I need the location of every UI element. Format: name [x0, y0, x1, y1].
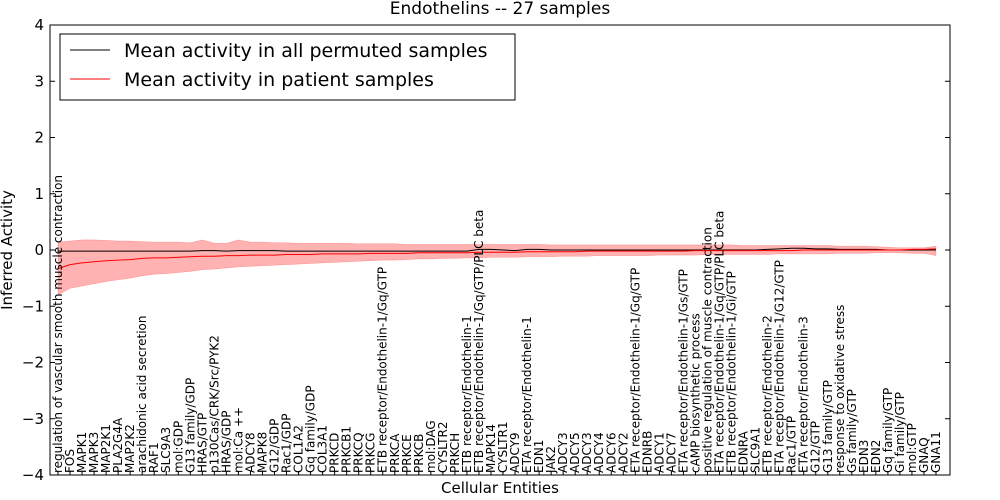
- x-category-label: MAPK14: [484, 424, 498, 473]
- x-category-label: ETA receptor/Endothelin-3: [797, 316, 811, 473]
- x-category-label: COL3A1: [316, 425, 330, 473]
- x-axis-label: Cellular Entities: [441, 479, 559, 497]
- x-category-label: PRKCQ: [352, 432, 366, 473]
- x-category-label: cAMP biosynthetic process: [689, 313, 703, 473]
- legend-label-permuted: Mean activity in all permuted samples: [124, 40, 487, 62]
- x-category-label: Gq family/GTP: [881, 388, 895, 473]
- x-category-label: JAK2: [544, 446, 558, 474]
- x-category-label: Rac1/GTP: [785, 416, 799, 473]
- x-category-label: PRKCB: [412, 434, 426, 473]
- x-category-label: ADCY8: [243, 432, 257, 473]
- x-category-label: mol:Ca ++: [231, 407, 245, 473]
- y-tick-label: 2: [34, 129, 44, 147]
- series-line-layer: [57, 247, 937, 270]
- x-category-label: EDNRA: [737, 430, 751, 473]
- y-tick-label: 3: [34, 72, 44, 90]
- x-category-label: ADCY3: [580, 432, 594, 473]
- x-category-label: PRKCB1: [340, 426, 354, 473]
- x-category-label: G12/GTP: [809, 421, 823, 473]
- permuted-mean-line: [58, 247, 936, 252]
- x-category-label: G13 family/GDP: [183, 378, 197, 473]
- x-category-label: EDN1: [532, 440, 546, 473]
- x-category-label: mol:GTP: [905, 423, 919, 473]
- x-category-label: EDNRB: [640, 431, 654, 473]
- x-category-label: ADCY9: [508, 432, 522, 473]
- x-category-label: CYSLTR2: [436, 422, 450, 473]
- x-category-label: ADCY3: [556, 432, 570, 473]
- x-category-label: ADCY1: [652, 432, 666, 473]
- y-tick-label: 1: [34, 185, 44, 203]
- x-category-label: arachidonic acid secretion: [135, 316, 149, 473]
- x-category-label: PRKCE: [400, 434, 414, 473]
- x-category-label: Rac1/GDP: [280, 414, 294, 473]
- x-category-label: ETA receptor/Endothelin-1/Gs/GTP: [676, 269, 690, 473]
- x-category-label: G13 family/GTP: [821, 380, 835, 473]
- x-category-label: regulation of vascular smooth muscle con…: [51, 175, 65, 473]
- x-category-label: G12/GDP: [268, 419, 282, 473]
- x-category-label: ETA receptor/Endothelin-1/Gq/GTP: [628, 268, 642, 473]
- x-category-label: MAP2K2: [123, 424, 137, 473]
- x-category-label: EDN2: [869, 440, 883, 473]
- x-category-label: positive regulation of muscle contractio…: [701, 227, 715, 473]
- x-category-label: PRKCG: [364, 433, 378, 473]
- x-category-label: PRKCD: [328, 433, 342, 473]
- x-category-label: MAPK1: [75, 432, 89, 473]
- chart-title: Endothelins -- 27 samples: [390, 0, 611, 19]
- x-category-label: ADCY2: [616, 432, 630, 473]
- y-tick-label: −4: [22, 466, 44, 484]
- y-tick-label: 0: [34, 241, 44, 259]
- x-category-label: PRKCH: [448, 433, 462, 473]
- x-category-label: HRAS/GDP: [219, 410, 233, 473]
- y-axis-label: Inferred Activity: [0, 190, 16, 310]
- tick-layer: −4 −3 −2 −1 0 1 2 3 4: [22, 16, 950, 484]
- x-category-label: CYSLTR1: [496, 422, 510, 473]
- x-category-label: mol:DAG: [424, 420, 438, 473]
- x-category-label: GNA11: [929, 431, 943, 473]
- x-category-label: ADCY4: [592, 432, 606, 473]
- legend-box: [59, 33, 516, 101]
- x-category-label: SLC9A1: [749, 427, 763, 473]
- x-category-label: PLA2G4A: [111, 417, 125, 473]
- patient-mean-line: [57, 248, 937, 270]
- x-category-label: ETA receptor/Endothelin-1/Gq/GTP/PLC bet…: [713, 211, 727, 473]
- x-category-label: MAP2K1: [99, 424, 113, 473]
- x-category-label: GNAQ: [917, 437, 931, 473]
- x-category-label: ETB receptor/Endothelin-1: [460, 315, 474, 473]
- y-tick-label: 4: [34, 16, 44, 34]
- x-category-label: ETB receptor/Endothelin-2: [761, 315, 775, 473]
- x-category-label: ETA receptor/Endothelin-1/G12/GTP: [773, 260, 787, 473]
- x-category-label: ETB receptor/Endothelin-1/Gq/GTP: [376, 267, 390, 473]
- x-category-label: HRAS/GTP: [195, 413, 209, 473]
- plot-frame: [49, 24, 951, 476]
- x-category-label: Gq family/GDP: [304, 385, 318, 473]
- x-category-label: ETA receptor/Endothelin-1: [520, 316, 534, 473]
- x-category-label: Gs family/GTP: [845, 389, 859, 473]
- x-category-label: ADCY7: [664, 432, 678, 473]
- x-category-label: COL1A2: [292, 425, 306, 473]
- x-category-label: SLC9A3: [159, 427, 173, 473]
- x-category-label: MAPK8: [256, 432, 270, 473]
- x-category-label: ETB receptor/Endothelin-1/Gi/GTP: [725, 271, 739, 473]
- y-tick-label: −3: [22, 410, 44, 428]
- x-category-label: response to oxidative stress: [833, 305, 847, 473]
- patient-confidence-band: [57, 239, 937, 296]
- legend-label-patient: Mean activity in patient samples: [124, 69, 434, 91]
- x-category-label: FOS: [63, 449, 77, 473]
- patient-band-layer: [57, 239, 937, 296]
- x-category-label: ETB receptor/Endothelin-1/Gq/GTP/PLC bet…: [472, 210, 486, 473]
- legend: Mean activity in all permuted samples Me…: [59, 33, 516, 101]
- x-category-label: ADCY5: [568, 432, 582, 473]
- y-tick-label: −2: [22, 354, 44, 372]
- x-category-label: MAPK3: [87, 432, 101, 473]
- x-category-label: Gi family/GTP: [893, 392, 907, 473]
- x-category-label: mol:GDP: [171, 421, 185, 473]
- y-tick-label: −1: [22, 297, 44, 315]
- category-label-layer: regulation of vascular smooth muscle con…: [51, 175, 943, 475]
- x-category-label: RAF1: [147, 442, 161, 473]
- x-category-label: p130Cas/CRK/Src/PYK2: [207, 335, 221, 473]
- x-category-label: PRKCA: [388, 433, 402, 473]
- x-category-label: EDN3: [857, 440, 871, 473]
- x-category-label: ADCY6: [604, 432, 618, 473]
